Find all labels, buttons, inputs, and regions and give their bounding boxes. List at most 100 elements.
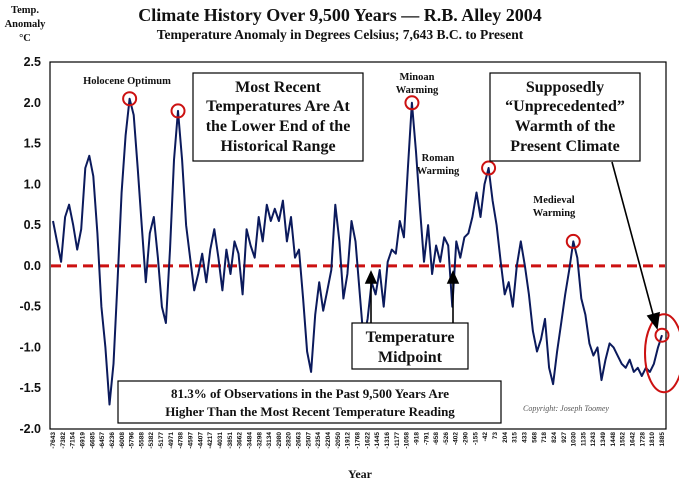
x-tick-label: -2980	[276, 432, 283, 449]
x-tick-label: -6008	[119, 432, 126, 449]
x-tick-labels: -7643 -7382 -7154 -6919 -6685 -6457 -6236 -6008…	[50, 432, 666, 449]
x-tick-label: -290	[463, 432, 470, 445]
x-tick-label: -3662	[237, 432, 244, 449]
chart-subtitle: Temperature Anomaly in Degrees Celsius; …	[157, 27, 524, 42]
unprecedented-box: Supposedly “Unprecedented” Warmth of the…	[489, 72, 641, 162]
highlight-circle	[122, 91, 138, 107]
holocene-optimum-label: Holocene Optimum	[83, 76, 171, 87]
x-tick-label: -791	[423, 432, 430, 445]
temperature-series-line	[52, 97, 663, 406]
x-tick-label: -4031	[217, 432, 224, 449]
x-tick-label: -1912	[345, 432, 352, 449]
unprecedented-line-2: “Unprecedented”	[505, 98, 625, 115]
x-tick-label: -5382	[148, 432, 155, 449]
y-tick-label: -1.5	[19, 381, 41, 395]
x-tick-label: -526	[443, 432, 450, 445]
x-tick-label: -918	[413, 432, 420, 445]
x-tick-label: -4217	[207, 432, 214, 449]
most-recent-line-3: the Lower End of the	[206, 118, 351, 135]
x-tick-label: 1349	[600, 432, 607, 447]
x-tick-label: -1768	[355, 432, 362, 449]
medieval-warming-label-2: Warming	[533, 208, 576, 219]
x-tick-label: -1316	[384, 432, 391, 449]
x-tick-label: 1030	[571, 432, 578, 447]
y-tick-label: -0.5	[19, 300, 41, 314]
copyright-text: Copyright: Joseph Toomey	[523, 404, 609, 413]
x-tick-label: -1445	[374, 432, 381, 449]
x-tick-label: 1810	[649, 432, 656, 447]
y-tick-label: -2.0	[19, 422, 41, 436]
most-recent-line-2: Temperatures Are At	[206, 98, 350, 115]
x-tick-label: -2663	[296, 432, 303, 449]
present-climate-ellipse	[644, 313, 679, 394]
highlight-circle	[565, 233, 581, 249]
x-tick-label: -402	[453, 432, 460, 445]
x-tick-label: 433	[521, 432, 528, 443]
highlight-circle	[404, 95, 420, 111]
highlight-circle	[170, 103, 186, 119]
x-tick-label: 1135	[580, 432, 587, 446]
y-tick-label: -1.0	[19, 340, 41, 354]
x-tick-label: -4971	[168, 432, 175, 449]
stat-line-1: 81.3% of Observations in the Past 9,500 …	[171, 386, 449, 401]
y-tick-label: 0.5	[24, 218, 41, 232]
x-tick-label: -2204	[325, 432, 332, 449]
unprecedented-line-1: Supposedly	[526, 79, 604, 96]
x-tick-label: 204	[502, 432, 509, 443]
x-tick-label: -2050	[335, 432, 342, 449]
x-tick-label: 1552	[620, 432, 627, 447]
highlight-circle	[654, 327, 670, 343]
y-tick-labels: 2.5 2.0 1.5 1.0 0.5 0.0 -0.5 -1.0 -1.5 -2.0	[19, 55, 41, 436]
x-tick-label: -7382	[60, 432, 67, 449]
y-axis-label-line-3: °C	[19, 33, 31, 44]
x-tick-label: -2820	[286, 432, 293, 449]
x-tick-label: -155	[472, 432, 479, 445]
x-tick-label: -5177	[158, 432, 165, 449]
x-tick-label: 1448	[610, 432, 617, 447]
y-axis-label-line-2: Anomaly	[5, 19, 47, 30]
x-tick-label: -6236	[109, 432, 116, 449]
roman-warming-label-2: Warming	[417, 166, 460, 177]
x-tick-label: -2507	[305, 432, 312, 449]
stat-line-2: Higher Than the Most Recent Temperature …	[165, 404, 455, 419]
x-tick-label: 1728	[639, 432, 646, 447]
highlight-circles	[122, 91, 679, 394]
x-tick-label: -6919	[79, 432, 86, 449]
x-tick-label: -42	[482, 432, 489, 442]
minoan-warming-label-1: Minoan	[399, 72, 434, 83]
y-tick-label: 2.0	[24, 96, 41, 110]
midpoint-line-2: Midpoint	[378, 349, 443, 366]
most-recent-line-1: Most Recent	[235, 79, 321, 96]
x-tick-label: -4788	[178, 432, 185, 449]
x-tick-label: -1058	[404, 432, 411, 449]
x-tick-label: 1243	[590, 432, 597, 447]
x-tick-label: 315	[512, 432, 519, 443]
x-tick-label: -3851	[227, 432, 234, 449]
x-tick-label: -658	[433, 432, 440, 445]
x-tick-label: 1642	[630, 432, 637, 447]
y-tick-label: 2.5	[24, 55, 41, 69]
x-tick-label: 568	[531, 432, 538, 443]
unprecedented-line-4: Present Climate	[510, 138, 619, 155]
x-tick-label: -2354	[315, 432, 322, 449]
x-tick-label: -7643	[50, 432, 57, 449]
x-tick-label: 718	[541, 432, 548, 443]
x-tick-label: 73	[492, 432, 499, 440]
x-tick-label: -6685	[89, 432, 96, 449]
highlight-circle	[481, 160, 497, 176]
x-tick-label: -7154	[70, 432, 77, 449]
x-tick-label: 1885	[659, 432, 666, 447]
y-tick-label: 1.5	[24, 137, 41, 151]
x-tick-label: -5588	[138, 432, 145, 449]
minoan-warming-label-2: Warming	[396, 85, 439, 96]
x-tick-label: -4407	[197, 432, 204, 449]
x-tick-label: -3298	[256, 432, 263, 449]
x-tick-label: -5796	[129, 432, 136, 449]
most-recent-line-4: Historical Range	[220, 138, 335, 155]
arrows	[364, 161, 660, 331]
stat-box: 81.3% of Observations in the Past 9,500 …	[117, 380, 502, 424]
midpoint-box: Temperature Midpoint	[351, 322, 469, 370]
y-axis-label-line-1: Temp.	[11, 5, 39, 16]
x-tick-label: 824	[551, 432, 558, 443]
roman-warming-label-1: Roman	[422, 153, 455, 164]
